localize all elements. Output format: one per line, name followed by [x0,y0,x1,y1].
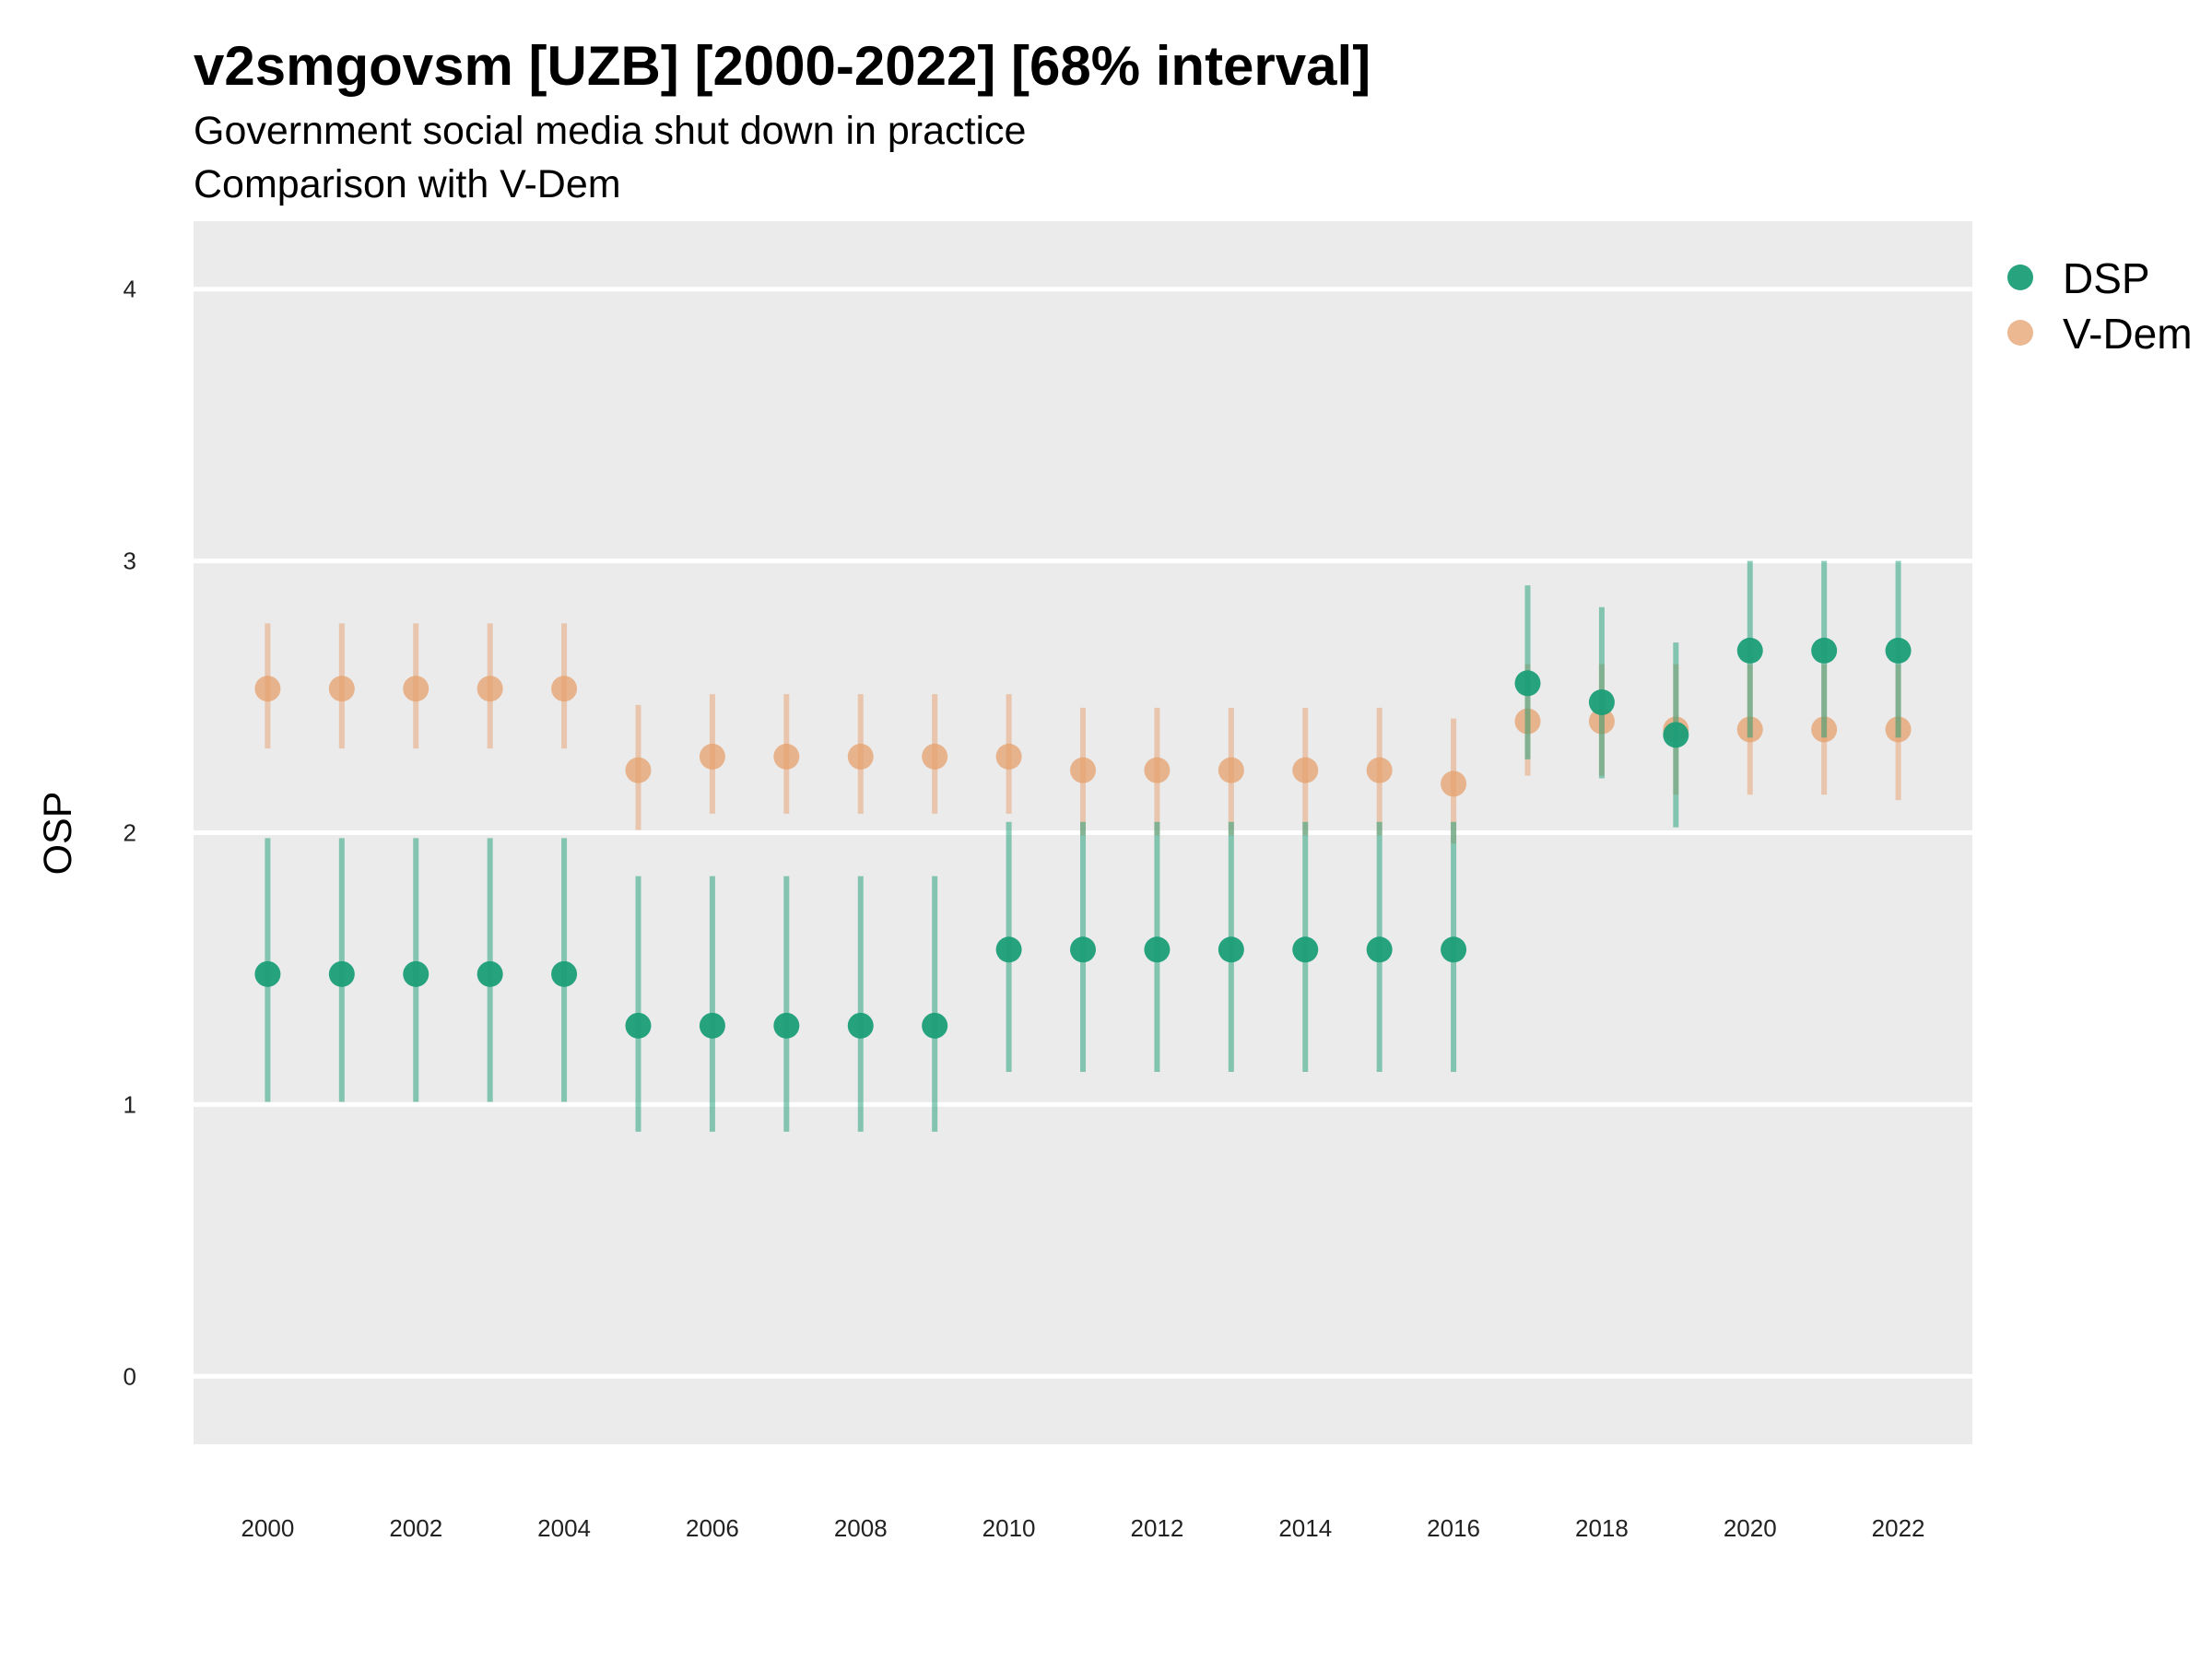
point-dsp-2018 [1588,688,1615,715]
x-tick-label: 2016 [1427,1514,1480,1542]
legend-label-dsp: DSP [2063,254,2150,302]
point-dsp-2002 [403,960,429,987]
legend-marker-vdem [2007,320,2033,346]
point-dsp-2022 [1885,637,1912,664]
chart-subtitle-line1: Government social media shut down in pra… [194,109,1026,153]
point-dsp-2006 [699,1012,725,1039]
y-axis-label: OSP [36,792,80,876]
y-tick-label: 2 [124,819,136,847]
point-dsp-2010 [995,936,1022,963]
y-tick-label: 0 [124,1362,136,1390]
y-tick-label: 3 [124,547,136,575]
series-dsp [254,560,1912,1132]
x-tick-label: 2014 [1278,1514,1332,1542]
point-dsp-2013 [1218,936,1244,963]
point-dsp-2003 [477,960,503,987]
point-vdem-2004 [551,676,578,702]
x-tick-label: 2004 [537,1514,591,1542]
x-tick-label: 2022 [1872,1514,1925,1542]
point-vdem-2016 [1441,771,1467,797]
point-dsp-2001 [328,960,355,987]
point-vdem-2007 [773,743,800,770]
point-dsp-2017 [1514,670,1541,697]
y-axis-ticks: 0 1 2 3 4 [124,276,136,1391]
point-dsp-2020 [1736,637,1763,664]
x-tick-label: 2012 [1130,1514,1183,1542]
legend-marker-dsp [2007,265,2033,290]
point-dsp-2009 [922,1012,948,1039]
x-axis-ticks: 2000 2002 2004 2006 2008 2010 2012 2014 2016 2018… [241,1514,1924,1542]
point-dsp-2014 [1292,936,1319,963]
point-dsp-2004 [551,960,578,987]
x-tick-label: 2020 [1724,1514,1777,1542]
point-dsp-2015 [1366,936,1393,963]
point-vdem-2011 [1070,757,1096,783]
x-tick-label: 2018 [1575,1514,1629,1542]
x-tick-label: 2006 [686,1514,739,1542]
point-dsp-2012 [1144,936,1171,963]
point-vdem-2012 [1144,757,1171,783]
series-layer [254,560,1912,1132]
point-vdem-2010 [995,743,1022,770]
point-vdem-2015 [1366,757,1393,783]
point-dsp-2008 [847,1012,874,1039]
x-tick-label: 2008 [834,1514,888,1542]
point-vdem-2008 [847,743,874,770]
point-dsp-2016 [1441,936,1467,963]
point-vdem-2003 [477,676,503,702]
point-vdem-2006 [699,743,725,770]
x-tick-label: 2002 [389,1514,442,1542]
point-vdem-2000 [254,676,281,702]
point-vdem-2002 [403,676,429,702]
point-dsp-2011 [1070,936,1096,963]
legend-label-vdem: V-Dem [2063,310,2193,358]
point-vdem-2005 [625,757,652,783]
point-dsp-2000 [254,960,281,987]
chart-title: v2smgovsm [UZB] [2000-2022] [68% interva… [194,35,1371,97]
point-dsp-2019 [1663,722,1689,748]
point-vdem-2014 [1292,757,1319,783]
x-tick-label: 2010 [982,1514,1036,1542]
point-vdem-2013 [1218,757,1244,783]
x-tick-label: 2000 [241,1514,294,1542]
y-tick-label: 4 [124,276,136,303]
point-dsp-2005 [625,1012,652,1039]
point-vdem-2001 [328,676,355,702]
legend: DSP V-Dem [2007,254,2193,358]
series-vdem [254,623,1912,844]
point-dsp-2021 [1811,637,1838,664]
point-dsp-2007 [773,1012,800,1039]
point-vdem-2009 [922,743,948,770]
y-tick-label: 1 [124,1090,136,1118]
chart-subtitle-line2: Comparison with V-Dem [194,162,621,206]
